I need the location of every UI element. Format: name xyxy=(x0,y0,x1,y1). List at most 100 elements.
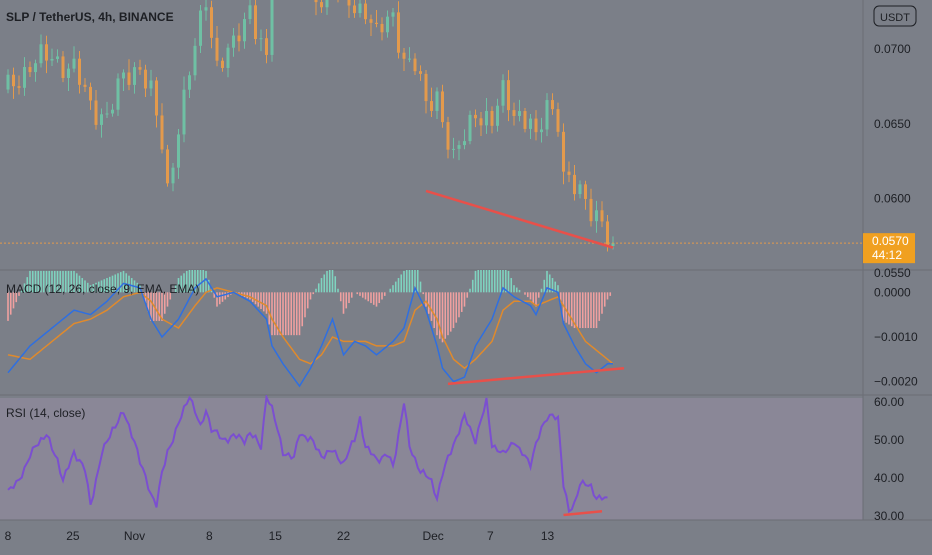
candle-body xyxy=(265,38,268,55)
candle-body xyxy=(270,0,274,55)
price-pane[interactable] xyxy=(0,0,863,252)
time-label: Dec xyxy=(422,529,443,543)
candle-body xyxy=(182,89,186,135)
candle-body xyxy=(6,74,10,90)
candle-body xyxy=(171,167,175,184)
candle-body xyxy=(589,198,593,222)
candle-body xyxy=(534,118,538,133)
candle-body xyxy=(116,78,120,110)
price-tick: 0.0650 xyxy=(874,117,911,131)
candle-body xyxy=(485,110,488,126)
macd-divergence-line xyxy=(447,366,625,386)
candle-body xyxy=(375,22,378,24)
candle-body xyxy=(17,86,21,88)
candle-body xyxy=(254,5,257,40)
chart-title: SLP / TetherUS, 4h, BINANCE xyxy=(6,10,174,24)
candle-body xyxy=(358,3,362,14)
candle-body xyxy=(512,110,516,116)
time-label: 13 xyxy=(541,529,555,543)
candle-body xyxy=(551,100,554,110)
macd-title: MACD (12, 26, close, 9, EMA, EMA) xyxy=(6,282,199,296)
candle-body xyxy=(188,75,191,90)
candle-body xyxy=(523,111,527,129)
candle-body xyxy=(600,210,604,222)
candle-body xyxy=(347,0,351,6)
rsi-title: RSI (14, close) xyxy=(6,406,85,420)
candle-body xyxy=(595,210,598,222)
candle-body xyxy=(248,5,252,20)
candle-body xyxy=(408,58,411,60)
candle-body xyxy=(419,71,422,74)
candle-body xyxy=(100,114,103,125)
candle-body xyxy=(259,38,263,40)
candle-body xyxy=(23,67,26,88)
candle-body xyxy=(122,72,125,79)
candle-body xyxy=(353,5,356,14)
time-label: 8 xyxy=(206,529,213,543)
candle-body xyxy=(45,44,48,61)
macd-signal-line xyxy=(7,287,614,370)
candle-body xyxy=(314,0,318,3)
rsi-tick: 30.00 xyxy=(874,509,904,523)
macd-axis[interactable]: 0.0000 −0.0010 −0.0020 xyxy=(874,285,918,388)
price-tag-background xyxy=(863,233,915,264)
candle-body xyxy=(243,19,246,42)
candle-body xyxy=(490,110,494,126)
candle-body xyxy=(105,113,109,115)
candle-body xyxy=(325,0,329,8)
candle-body xyxy=(441,91,444,123)
macd-pane[interactable] xyxy=(7,257,625,388)
rsi-line xyxy=(7,395,608,514)
candle-body xyxy=(39,44,43,64)
price-tick: 0.0700 xyxy=(874,42,911,56)
currency-button-frame xyxy=(873,5,917,27)
candle-body xyxy=(320,2,323,8)
candle-body xyxy=(34,63,37,73)
rsi-axis[interactable]: 60.00 50.00 40.00 30.00 xyxy=(874,395,904,523)
price-tag-countdown: 44:12 xyxy=(872,248,902,262)
price-tick: 0.0600 xyxy=(874,191,911,205)
candle-body xyxy=(540,129,543,133)
candle-body xyxy=(237,35,241,42)
candle-body xyxy=(474,114,477,119)
rsi-pane[interactable] xyxy=(7,395,608,517)
candle-body xyxy=(56,56,59,59)
candle-body xyxy=(430,101,433,111)
candle-body xyxy=(89,86,92,101)
price-axis[interactable]: 0.0700 0.0650 0.0600 0.0550 xyxy=(874,42,911,280)
time-label: Nov xyxy=(124,529,145,543)
candle-body xyxy=(78,58,81,85)
candle-body xyxy=(606,221,609,247)
current-price-tag: 0.0570 44:12 xyxy=(863,233,915,264)
macd-histogram xyxy=(7,270,612,343)
macd-tick: 0.0000 xyxy=(874,285,911,299)
time-axis[interactable]: 8 25 Nov 8 15 22 Dec 7 13 xyxy=(5,529,555,543)
rsi-tick: 40.00 xyxy=(874,471,904,485)
candle-body xyxy=(413,58,417,72)
candle-body xyxy=(199,10,202,46)
price-tick: 0.0550 xyxy=(874,266,911,280)
time-label: 15 xyxy=(269,529,283,543)
candle-body xyxy=(204,7,208,11)
candle-body xyxy=(584,184,587,199)
candle-body xyxy=(133,67,136,85)
candle-body xyxy=(446,122,450,150)
candle-body xyxy=(83,84,87,87)
price-divergence-line xyxy=(425,189,614,249)
candle-body xyxy=(507,80,510,111)
currency-button-label: USDT xyxy=(880,12,910,24)
macd-line xyxy=(7,277,613,388)
candle-body xyxy=(127,72,131,85)
candle-body xyxy=(193,45,197,76)
candle-body xyxy=(138,67,142,70)
currency-button[interactable]: USDT xyxy=(873,5,917,27)
candle-body xyxy=(501,80,505,106)
candle-body xyxy=(177,134,180,168)
time-label: 25 xyxy=(66,529,80,543)
candle-body xyxy=(166,149,169,184)
candle-body xyxy=(529,118,532,129)
candle-body xyxy=(221,60,224,68)
candle-body xyxy=(391,12,395,17)
